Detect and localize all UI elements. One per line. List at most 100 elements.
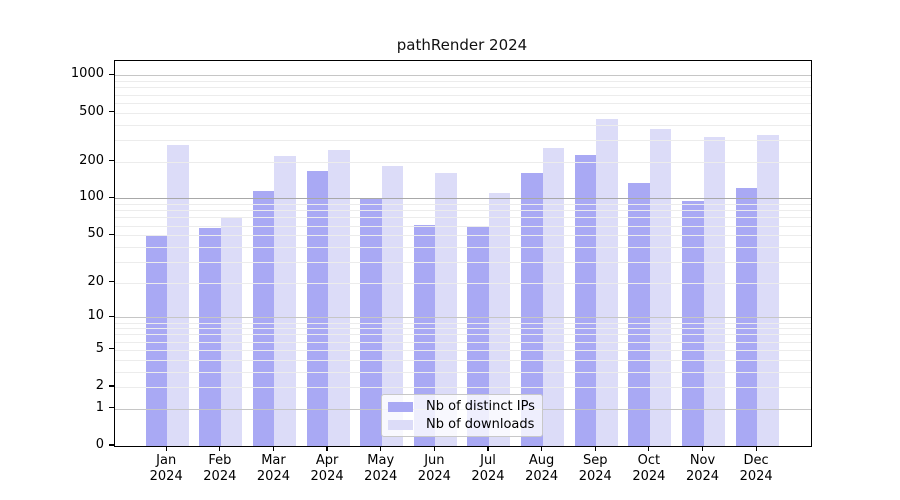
x-tick-mark-jan xyxy=(165,446,167,451)
bar-aug-2024-nb-of-distinct-ips xyxy=(521,172,543,446)
gridline-y-7 xyxy=(115,334,811,336)
x-tick-label-nov: Nov 2024 xyxy=(685,453,720,484)
bar-apr-2024-nb-of-downloads xyxy=(328,150,350,446)
x-tick-mark-nov xyxy=(701,446,704,451)
gridline-y-4 xyxy=(115,359,811,361)
gridline-y-70 xyxy=(115,217,811,219)
y-tick-label-0: 0 xyxy=(95,437,104,452)
gridline-y-20 xyxy=(115,282,811,284)
x-tick-mark-sep xyxy=(594,446,596,451)
x-tick-mark-jun xyxy=(433,446,435,451)
x-tick-mark-aug xyxy=(541,446,543,451)
x-tick-label-oct: Oct 2024 xyxy=(632,453,666,484)
gridline-y-600 xyxy=(115,102,811,104)
y-tick-label-2: 2 xyxy=(95,378,104,394)
y-tick-mark-10 xyxy=(109,315,114,317)
gridline-y-5 xyxy=(115,349,811,351)
y-tick-mark-1000 xyxy=(109,73,114,76)
bar-mar-2024-nb-of-distinct-ips xyxy=(252,191,275,446)
legend-swatch-distinct-ips xyxy=(388,401,413,412)
x-tick-label-apr: Apr 2024 xyxy=(310,453,344,484)
gridline-y-400 xyxy=(115,124,811,126)
gridline-y-8 xyxy=(115,328,811,330)
x-tick-label-sep: Sep 2024 xyxy=(578,453,612,484)
gridline-y-90 xyxy=(115,204,811,206)
y-tick-label-5: 5 xyxy=(95,340,104,356)
legend-label-downloads: Nb of downloads xyxy=(426,417,535,432)
x-tick-label-mar: Mar 2024 xyxy=(256,453,290,484)
gridline-y-900 xyxy=(115,81,811,83)
y-tick-label-20: 20 xyxy=(87,273,104,289)
x-tick-label-aug: Aug 2024 xyxy=(525,453,559,484)
bar-jun-2024-nb-of-downloads xyxy=(435,173,457,446)
bar-nov-2024-nb-of-downloads xyxy=(703,136,725,446)
bar-oct-2024-nb-of-distinct-ips xyxy=(628,182,650,446)
bar-dec-2024-nb-of-distinct-ips xyxy=(735,187,758,446)
legend: Nb of distinct IPs Nb of downloads xyxy=(381,394,543,437)
y-tick-mark-1 xyxy=(109,407,114,409)
x-tick-label-may: May 2024 xyxy=(364,453,398,484)
gridline-y-50 xyxy=(115,235,811,237)
y-tick-label-50: 50 xyxy=(87,226,104,242)
chart-title: pathRender 2024 xyxy=(396,36,528,54)
x-tick-mark-dec xyxy=(755,446,757,451)
gridline-y-60 xyxy=(115,225,811,227)
x-tick-label-dec: Dec 2024 xyxy=(739,453,773,484)
y-tick-mark-200 xyxy=(109,159,114,162)
bar-apr-2024-nb-of-distinct-ips xyxy=(306,170,329,446)
y-tick-label-100: 100 xyxy=(79,189,104,205)
y-tick-mark-0 xyxy=(109,444,114,446)
bar-may-2024-nb-of-downloads xyxy=(381,166,404,446)
bar-jul-2024-nb-of-distinct-ips xyxy=(467,227,489,446)
bar-sep-2024-nb-of-distinct-ips xyxy=(574,154,597,446)
gridline-y-80 xyxy=(115,210,811,212)
x-tick-mark-may xyxy=(380,446,382,451)
x-tick-label-jul: Jul 2024 xyxy=(471,453,505,484)
bar-dec-2024-nb-of-downloads xyxy=(757,134,779,446)
gridline-y-40 xyxy=(115,246,811,248)
bar-feb-2024-nb-of-distinct-ips xyxy=(199,228,221,446)
x-tick-label-jun: Jun 2024 xyxy=(417,453,451,484)
y-tick-mark-5 xyxy=(109,348,114,350)
gridline-y-800 xyxy=(115,87,811,89)
y-tick-label-200: 200 xyxy=(79,152,104,168)
bar-may-2024-nb-of-distinct-ips xyxy=(360,198,382,446)
gridline-y-10 xyxy=(115,317,811,319)
gridline-y-30 xyxy=(115,261,811,263)
x-tick-label-jan: Jan 2024 xyxy=(149,453,183,484)
gridline-y-300 xyxy=(115,139,811,141)
x-tick-mark-apr xyxy=(326,446,328,451)
bar-jan-2024-nb-of-distinct-ips xyxy=(145,235,168,446)
y-tick-mark-100 xyxy=(109,196,114,199)
x-tick-mark-mar xyxy=(272,446,275,451)
legend-item-downloads: Nb of downloads xyxy=(388,417,542,432)
gridline-y-100 xyxy=(115,198,811,200)
y-tick-label-10: 10 xyxy=(87,308,104,324)
gridline-y-2 xyxy=(115,387,811,389)
gridline-y-3 xyxy=(115,371,811,373)
plot-area: Nb of distinct IPs Nb of downloads xyxy=(114,60,812,447)
bar-feb-2024-nb-of-downloads xyxy=(220,217,243,446)
bar-jul-2024-nb-of-downloads xyxy=(488,193,511,446)
y-tick-mark-2 xyxy=(109,385,114,387)
gridline-y-1000 xyxy=(115,75,811,77)
gridline-y-6 xyxy=(115,341,811,343)
y-tick-mark-50 xyxy=(109,233,114,235)
bar-mar-2024-nb-of-downloads xyxy=(274,156,296,446)
y-tick-mark-500 xyxy=(109,110,114,113)
x-tick-label-feb: Feb 2024 xyxy=(203,453,237,484)
bar-aug-2024-nb-of-downloads xyxy=(542,147,565,446)
legend-item-distinct-ips: Nb of distinct IPs xyxy=(388,399,542,414)
legend-swatch-downloads xyxy=(388,419,413,430)
bar-jan-2024-nb-of-downloads xyxy=(167,144,189,446)
y-tick-label-1000: 1000 xyxy=(70,66,104,82)
gridline-y-9 xyxy=(115,322,811,324)
bar-oct-2024-nb-of-downloads xyxy=(649,128,672,446)
y-tick-label-1: 1 xyxy=(95,399,104,415)
gridline-y-700 xyxy=(115,94,811,96)
x-tick-mark-jul xyxy=(487,446,489,451)
y-tick-mark-20 xyxy=(109,281,114,283)
legend-label-distinct-ips: Nb of distinct IPs xyxy=(426,399,535,414)
gridline-y-200 xyxy=(115,161,811,163)
